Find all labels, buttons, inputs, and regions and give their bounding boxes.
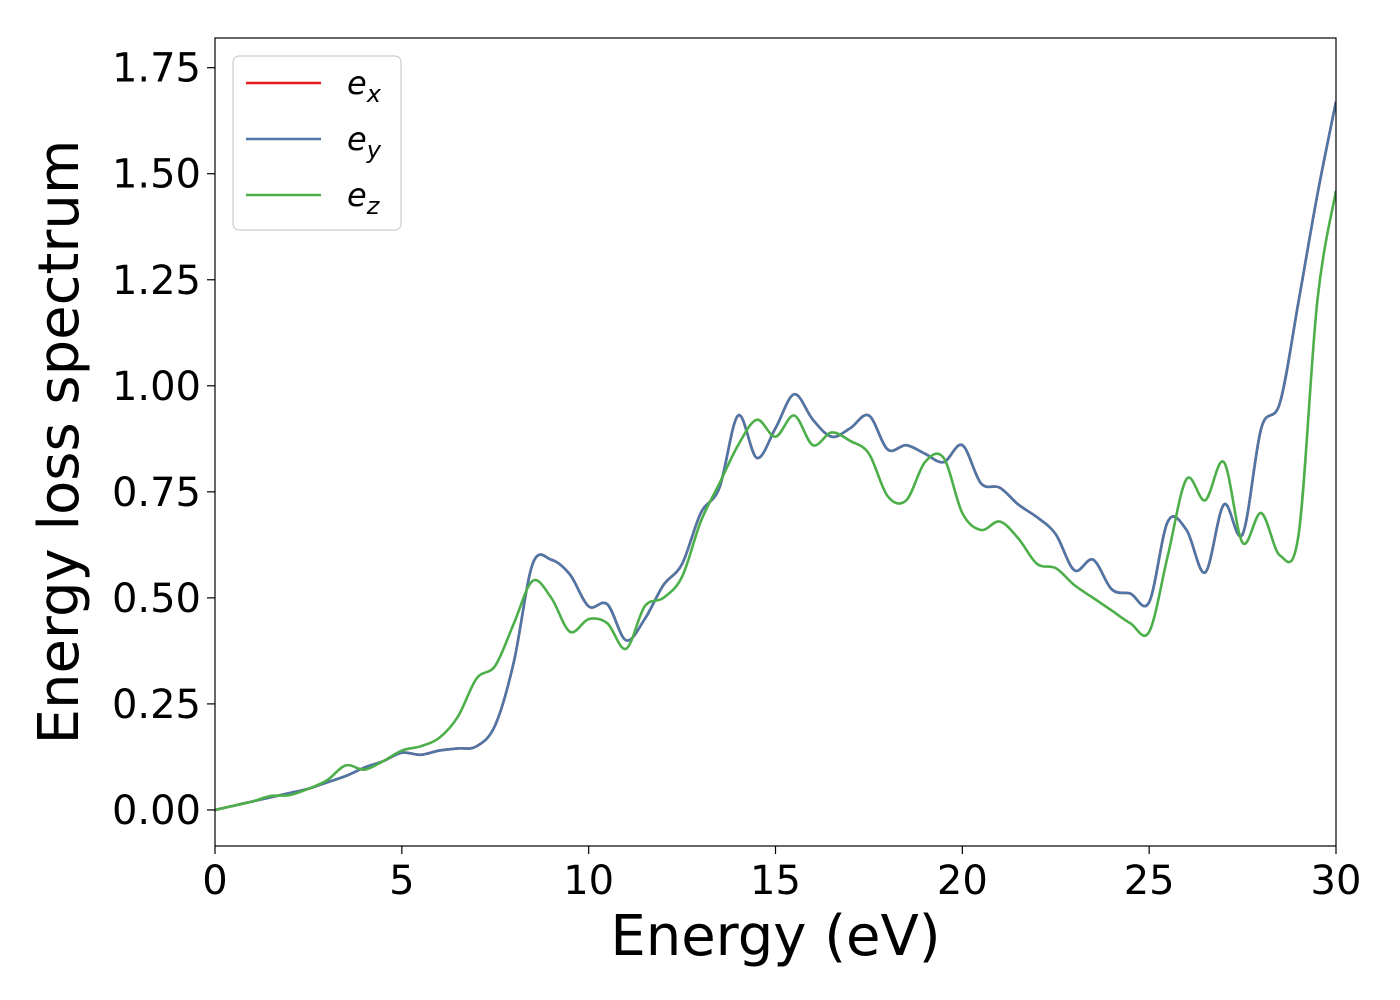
y-tick-label: 1.75 (112, 46, 201, 92)
x-tick-label: 20 (937, 858, 988, 904)
legend-label-ey: ey (347, 120, 382, 164)
legend: ex ey ez (232, 55, 402, 231)
series-line-ez (215, 190, 1336, 812)
y-tick-label: 1.50 (112, 152, 201, 198)
y-axis-title: Energy loss spectrum (27, 140, 92, 745)
legend-box (232, 55, 402, 231)
x-tick-label: 30 (1311, 858, 1362, 904)
series-layer (215, 101, 1336, 812)
x-axis-title: Energy (eV) (610, 904, 940, 969)
x-ticks: 0 5 10 15 20 25 30 (202, 846, 1361, 904)
x-tick-label: 0 (202, 858, 227, 904)
y-tick-label: 1.00 (112, 364, 201, 410)
y-tick-label: 0.50 (112, 576, 201, 622)
series-line-ey (215, 101, 1336, 812)
x-tick-label: 10 (563, 858, 614, 904)
x-tick-label: 15 (750, 858, 801, 904)
legend-label-ez: ez (347, 176, 381, 220)
x-tick-label: 5 (389, 858, 414, 904)
y-ticks: 0.00 0.25 0.50 0.75 1.00 1.25 1.50 1.75 (112, 46, 215, 834)
y-tick-label: 1.25 (112, 258, 201, 304)
x-tick-label: 25 (1124, 858, 1175, 904)
y-tick-label: 0.25 (112, 682, 201, 728)
y-tick-label: 0.75 (112, 470, 201, 516)
legend-label-ex: ex (347, 64, 382, 108)
y-tick-label: 0.00 (112, 788, 201, 834)
